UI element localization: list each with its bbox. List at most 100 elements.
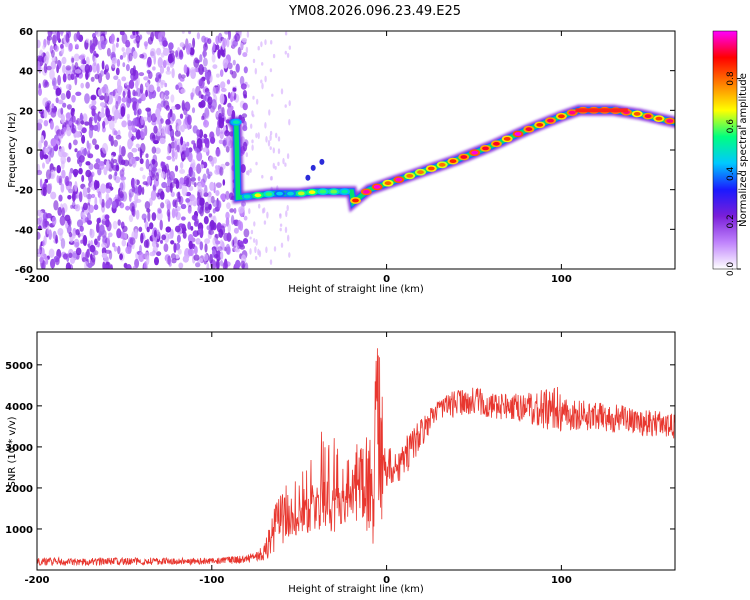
noise-blob (171, 258, 177, 264)
noise-blob (59, 215, 66, 226)
noise-blob (195, 85, 201, 96)
noise-blob (216, 73, 220, 78)
noise-blob (164, 82, 168, 88)
noise-blob (112, 242, 116, 248)
noise-blob (55, 257, 60, 266)
noise-blob (60, 114, 65, 124)
noise-blob (204, 184, 208, 196)
noise-blob (181, 185, 188, 197)
noise-blob (226, 79, 231, 85)
noise-blob (71, 122, 75, 129)
snr-y-axis-label: SNR (10 * v/v) (7, 416, 18, 487)
noise-blob (101, 252, 108, 259)
noise-blob (122, 90, 126, 98)
noise-blob (119, 55, 124, 60)
ridge-blob-core (460, 155, 468, 159)
noise-blob (97, 167, 102, 176)
noise-blob (132, 31, 136, 36)
noise-blob (169, 182, 173, 193)
noise-blob (284, 226, 288, 233)
noise-blob (113, 139, 118, 147)
noise-blob (215, 148, 221, 157)
noise-blob (251, 139, 254, 144)
noise-blob (140, 143, 146, 154)
ridge-blob-core (438, 162, 446, 167)
noise-blob (196, 138, 203, 149)
noise-blob (71, 63, 75, 73)
noise-blob (57, 206, 62, 216)
noise-blob (101, 86, 106, 94)
noise-blob (190, 226, 194, 231)
noise-blob (89, 116, 94, 122)
noise-blob (170, 191, 175, 198)
noise-blob (195, 262, 201, 268)
noise-blob (51, 216, 57, 226)
x-tick-label: -100 (199, 575, 224, 586)
noise-blob (148, 84, 155, 93)
spectrogram-y-axis-label: Frequency (Hz) (7, 112, 18, 188)
noise-blob (46, 35, 51, 46)
noise-blob (148, 71, 153, 79)
noise-blob (46, 102, 51, 113)
noise-blob (156, 47, 162, 56)
noise-blob (51, 103, 55, 109)
noise-blob (112, 90, 116, 97)
noise-blob (74, 131, 82, 138)
noise-blob (152, 134, 156, 143)
noise-blob (157, 207, 162, 214)
ridge-blob-core (276, 191, 283, 196)
ridge-blob-core (308, 190, 316, 195)
noise-blob (37, 231, 41, 240)
noise-blob (112, 43, 116, 55)
noise-blob (119, 31, 125, 36)
ridge-blob-core (493, 141, 500, 146)
noise-blob (225, 211, 230, 220)
noise-blob (235, 63, 240, 73)
noise-blob (250, 123, 253, 129)
noise-blob (37, 248, 42, 254)
noise-blob (191, 107, 196, 114)
noise-blob (264, 75, 267, 83)
noise-blob (151, 167, 158, 172)
noise-blob (117, 219, 121, 226)
noise-blob (245, 170, 249, 175)
noise-blob (65, 65, 72, 71)
noise-blob (135, 79, 139, 89)
noise-blob (38, 140, 42, 150)
noise-blob (108, 134, 112, 142)
noise-blob (167, 255, 171, 265)
noise-blob (170, 141, 176, 149)
noise-blob (92, 138, 97, 146)
noise-blob (119, 169, 125, 178)
noise-blob (284, 104, 287, 108)
noise-blob (243, 66, 248, 74)
noise-blob (61, 56, 67, 65)
noise-blob (241, 38, 248, 43)
noise-blob (107, 114, 113, 122)
noise-blob (171, 68, 175, 79)
noise-blob (185, 147, 190, 158)
noise-blob (93, 179, 98, 190)
noise-blob (279, 223, 283, 227)
noise-blob (50, 138, 57, 147)
noise-blob (140, 116, 144, 126)
noise-blob (66, 90, 71, 100)
noise-blob (215, 44, 220, 50)
noise-blob (99, 112, 106, 118)
noise-blob (180, 203, 187, 210)
noise-blob (207, 71, 211, 80)
noise-blob (142, 174, 146, 180)
noise-blob (240, 260, 246, 269)
noise-blob (280, 242, 284, 248)
noise-blob (103, 264, 110, 269)
noise-blob (142, 181, 149, 186)
noise-blob (141, 93, 147, 101)
noise-blob (243, 120, 247, 129)
noise-blob (147, 36, 153, 45)
noise-blob (51, 49, 55, 58)
noise-blob (249, 248, 252, 255)
noise-blob (243, 228, 250, 238)
noise-blob (260, 79, 263, 84)
noise-blob (288, 118, 291, 126)
noise-blob (203, 119, 209, 128)
